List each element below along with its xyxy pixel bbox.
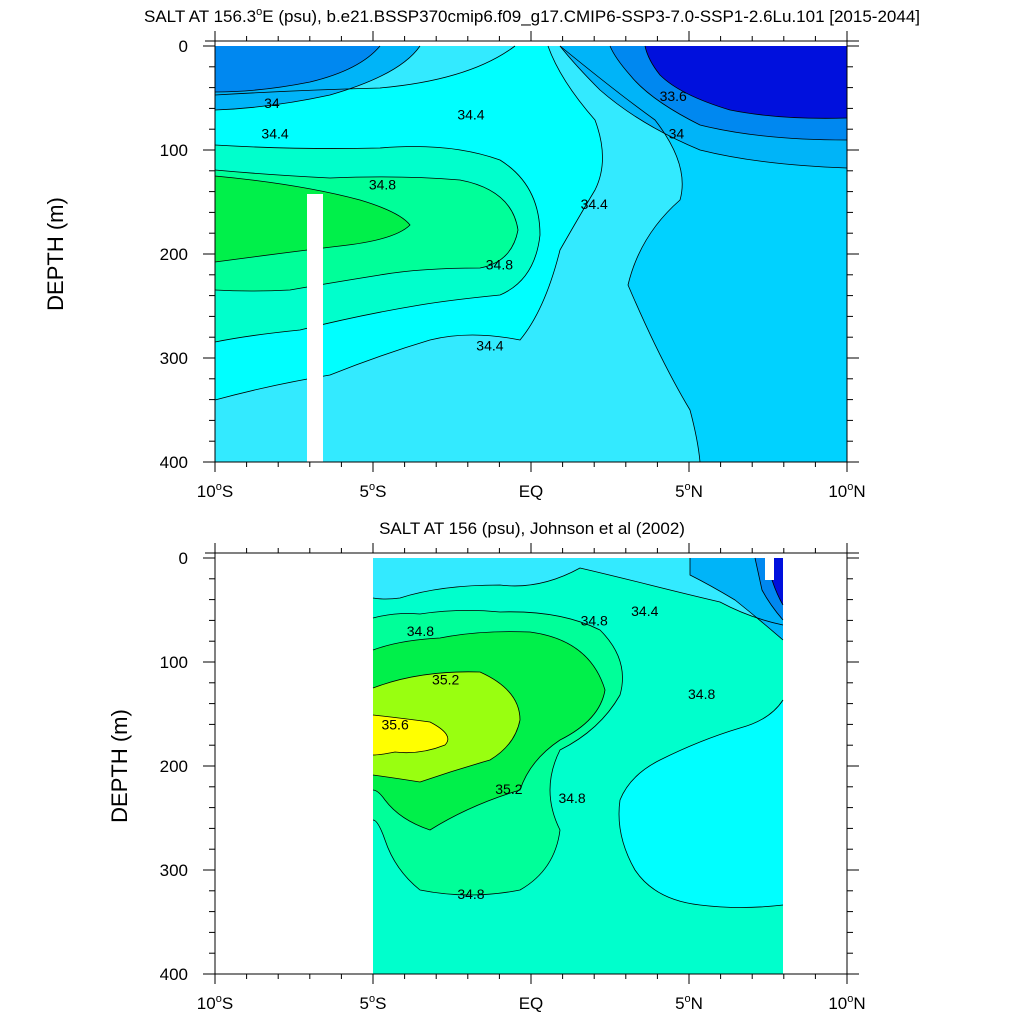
top-contour-line <box>214 45 603 401</box>
top-contour-label: 34.8 <box>486 256 513 272</box>
bottom-contour-line <box>754 557 784 621</box>
top-y-axis-title: DEPTH (m) <box>43 197 68 311</box>
top-y-tick-label: 200 <box>160 245 188 264</box>
top-fill-ne-dark-blue <box>645 46 847 119</box>
bottom-fill-cyan <box>619 700 783 908</box>
bottom-x-tick-label: EQ <box>519 994 544 1013</box>
bottom-x-tick-label: 5oS <box>360 993 387 1013</box>
bottom-y-tick-label: 400 <box>160 965 188 984</box>
bottom-contour-label: 34.8 <box>457 886 484 902</box>
top-panel: SALT AT 156.3oE (psu), b.e21.BSSP370cmip… <box>144 6 920 463</box>
top-missing-data-column <box>307 194 323 462</box>
top-x-tick-label: 5oN <box>675 481 703 501</box>
bottom-contour-label: 34.8 <box>581 612 608 628</box>
bottom-fill-pale-cyan <box>373 558 783 625</box>
top-contour-line <box>214 45 516 96</box>
top-contour-line <box>214 45 381 93</box>
bottom-missing-data-notch <box>765 558 774 580</box>
bottom-contour-line <box>372 671 521 783</box>
top-contour-fills <box>215 46 847 462</box>
top-x-tick-label: 10oN <box>828 481 865 501</box>
bottom-contour-line <box>372 631 606 831</box>
bottom-contour-labels: 34.8 34.8 34.4 35.2 34.8 35.6 35.2 34.8 34.8 <box>381 603 715 902</box>
bottom-contour-label: 35.6 <box>381 716 408 732</box>
top-y-tick-label: 400 <box>160 453 188 472</box>
top-contour-lines <box>214 45 848 463</box>
bottom-x-tick-label: 5oN <box>675 993 703 1013</box>
top-x-tick-label: EQ <box>519 482 544 501</box>
top-contour-label: 34.8 <box>369 176 396 192</box>
bottom-contour-label: 35.2 <box>495 781 522 797</box>
bottom-contour-line <box>372 567 784 626</box>
bottom-contour-label: 34.8 <box>558 790 585 806</box>
bottom-x-tick-label: 10oN <box>828 993 865 1013</box>
bottom-contour-line <box>618 699 784 908</box>
bottom-x-tick-label: 10oS <box>197 993 233 1013</box>
top-x-tick-label: 5oS <box>360 481 387 501</box>
top-contour-line <box>214 45 421 111</box>
top-contour-label: 34.4 <box>476 338 503 354</box>
bottom-contour-lines <box>372 557 784 908</box>
top-contour-line <box>559 45 848 169</box>
top-contour-line <box>559 45 701 463</box>
top-contour-line <box>214 175 411 263</box>
bottom-fill-yellow-green <box>373 671 520 782</box>
top-y-tick-label: 0 <box>179 37 188 56</box>
bottom-axes: 10oS 5oS EQ 5oN 10oN 0 100 200 300 400 DEPTH (m) <box>107 543 866 1013</box>
bottom-contour-line <box>771 558 784 606</box>
bottom-contour-label: 35.2 <box>432 672 459 688</box>
bottom-contour-line <box>689 558 784 641</box>
top-contour-label: 34 <box>669 125 685 141</box>
bottom-contour-label: 34.8 <box>407 623 434 639</box>
top-contour-label: 33.6 <box>660 88 687 104</box>
top-contour-label: 34.4 <box>457 107 484 123</box>
bottom-contour-label: 34.8 <box>688 686 715 702</box>
bottom-contour-fills <box>373 558 783 974</box>
bottom-y-tick-label: 0 <box>179 549 188 568</box>
bottom-panel-title: SALT AT 156 (psu), Johnson et al (2002) <box>379 519 685 538</box>
top-x-tick-label: 10oS <box>197 481 233 501</box>
top-fill-mid-blue <box>215 46 380 92</box>
top-contour-line <box>644 45 848 119</box>
top-axes: 10oS 5oS EQ 5oN 10oN 0 100 200 300 400 DEPTH (m) <box>43 31 866 501</box>
bottom-y-tick-label: 200 <box>160 757 188 776</box>
bottom-y-tick-label: 300 <box>160 861 188 880</box>
top-contour-label: 34.4 <box>261 125 288 141</box>
bottom-fill-ne-dark-blue <box>772 558 783 605</box>
bottom-y-tick-label: 100 <box>160 653 188 672</box>
bottom-panel: SALT AT 156 (psu), Johnson et al (2002) <box>372 519 784 974</box>
top-contour-label: 34.4 <box>581 196 608 212</box>
bottom-fill-yellow <box>373 715 448 755</box>
bottom-contour-line <box>372 610 623 896</box>
bottom-contour-line <box>372 714 449 756</box>
top-contour-line <box>609 45 848 141</box>
top-contour-label: 34 <box>264 95 280 111</box>
bottom-y-axis-title: DEPTH (m) <box>107 709 132 823</box>
bottom-contour-label: 34.4 <box>631 603 658 619</box>
top-y-tick-label: 100 <box>160 141 188 160</box>
top-contour-labels: 34 34.4 34.4 33.6 34 34.8 34.4 34.8 34.4 <box>261 88 687 354</box>
top-panel-title: SALT AT 156.3oE (psu), b.e21.BSSP370cmip… <box>144 6 920 26</box>
top-y-tick-label: 300 <box>160 349 188 368</box>
